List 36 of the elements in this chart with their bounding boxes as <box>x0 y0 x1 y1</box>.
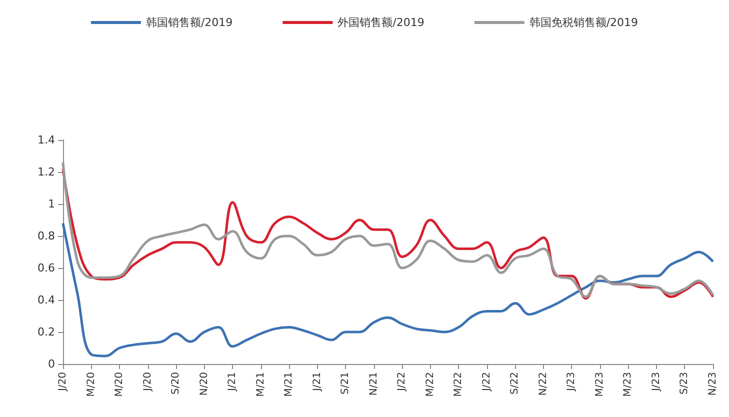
x-tick-label: M/21 <box>255 372 266 397</box>
x-tick-label: N/22 <box>538 372 549 396</box>
x-tick-label: M/20 <box>114 372 126 397</box>
y-tick-label: 0.4 <box>38 294 55 306</box>
x-tick-label: S/20 <box>170 372 182 394</box>
legend-label: 外国销售额/2019 <box>338 16 424 29</box>
x-tick-label: J/21 <box>227 372 238 392</box>
y-tick-label: 0.6 <box>38 262 55 274</box>
x-tick-label: M/21 <box>284 372 295 397</box>
legend-label: 韩国销售额/2019 <box>146 16 233 29</box>
x-tick-label: J/23 <box>566 372 578 392</box>
y-tick-label: 0 <box>48 358 55 370</box>
y-tick-label: 1 <box>48 198 55 210</box>
x-tick-label: M/23 <box>622 372 634 397</box>
x-tick-label: M/22 <box>424 372 436 397</box>
x-tick-label: S/23 <box>679 372 690 394</box>
x-tick-label: M/20 <box>86 372 97 397</box>
x-tick-label: S/21 <box>340 372 352 394</box>
y-tick-label: 1.2 <box>38 166 55 178</box>
x-tick-label: N/20 <box>198 372 210 396</box>
x-tick-label: J/23 <box>650 372 662 392</box>
x-tick-label: J/20 <box>142 372 154 392</box>
x-tick-label: J/21 <box>312 372 323 392</box>
line-series <box>62 222 714 358</box>
x-tick-label: N/23 <box>708 372 718 396</box>
x-tick-label: J/22 <box>396 372 408 392</box>
x-tick-label: M/23 <box>594 372 606 397</box>
y-tick-label: 0.2 <box>38 326 55 338</box>
y-tick-label: 0.8 <box>38 230 55 242</box>
legend-label: 韩国免税销售额/2019 <box>529 16 638 29</box>
y-tick-label: 1.4 <box>38 134 55 146</box>
x-tick-label: S/22 <box>510 372 521 394</box>
x-tick-label: M/22 <box>453 372 464 397</box>
x-tick-label: J/20 <box>58 372 68 392</box>
x-tick-label: N/21 <box>368 372 380 396</box>
x-tick-label: J/22 <box>481 372 492 392</box>
